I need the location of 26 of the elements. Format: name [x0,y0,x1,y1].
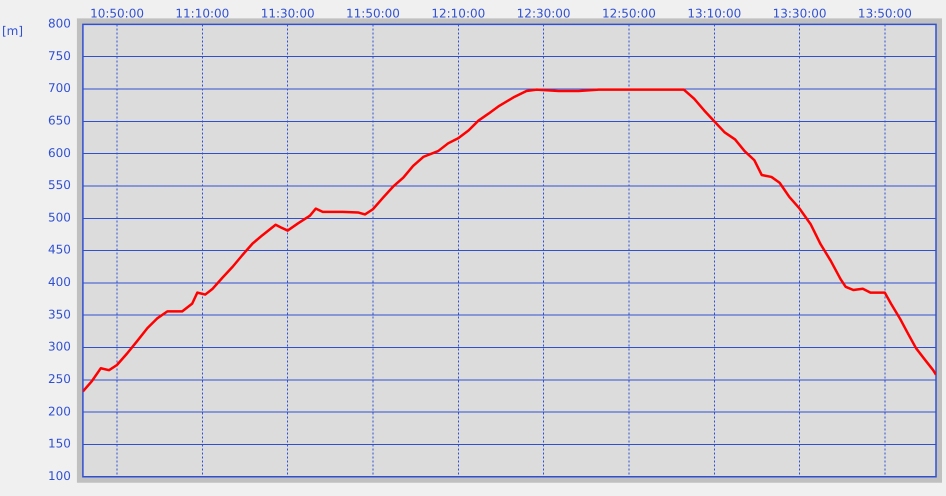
x-tick-label: 12:30:00 [516,6,571,20]
x-tick-label: 11:50:00 [346,6,400,20]
x-tick-label: 11:30:00 [260,6,315,20]
y-tick-label: 100 [48,468,71,483]
y-tick-label: 300 [48,340,71,354]
y-tick-label: 600 [48,146,71,160]
y-tick-label: 450 [48,242,71,257]
y-tick-label: 650 [48,113,71,128]
y-tick-label: 700 [48,81,71,96]
x-tick-label: 12:10:00 [431,6,486,20]
y-tick-label: 150 [48,436,71,451]
y-tick-label: 250 [48,372,71,386]
y-tick-label: 550 [48,178,71,192]
y-tick-label: 800 [48,16,71,31]
x-tick-label: 11:10:00 [175,6,230,20]
y-tick-label: 200 [48,404,71,418]
x-tick-label: 13:50:00 [858,6,912,20]
x-tick-label: 13:30:00 [772,6,827,20]
x-tick-label: 13:10:00 [687,6,742,20]
x-tick-label: 12:50:00 [602,6,656,20]
y-tick-label: 350 [48,307,71,322]
y-tick-label: 750 [48,48,71,63]
y-tick-label: 400 [48,275,71,290]
x-tick-label: 10:50:00 [90,6,144,20]
y-tick-label: 500 [48,210,71,224]
y-axis-title: [m] [2,24,24,38]
